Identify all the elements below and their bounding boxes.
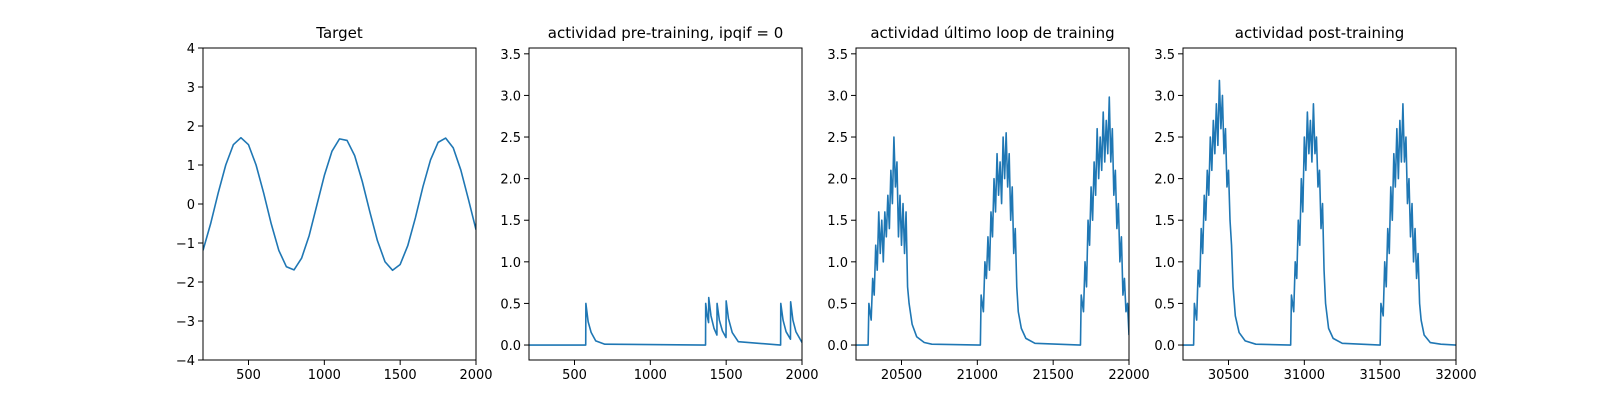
y-tick-label: 0.5 [1154,297,1175,312]
y-tick-label: 1.5 [1154,214,1175,229]
x-tick-label: 31000 [1284,368,1325,383]
x-tick-label: 2000 [459,368,492,383]
y-tick-label: −4 [176,354,195,369]
data-line [203,136,476,272]
y-tick-label: 4 [187,42,195,57]
y-tick-label: −1 [176,237,195,252]
y-tick-label: 0.0 [827,339,848,354]
chart-title: actividad último loop de training [870,24,1114,42]
data-line [1183,79,1456,346]
chart-title: Target [315,24,363,42]
y-tick-label: 0 [187,198,195,213]
y-tick-label: 3.0 [827,89,848,104]
x-tick-label: 21000 [957,368,998,383]
y-tick-label: 1.5 [500,214,521,229]
y-tick-label: 3.0 [500,89,521,104]
x-tick-label: 22000 [1108,368,1149,383]
y-tick-label: 0.5 [827,297,848,312]
y-tick-label: 2.5 [1154,131,1175,146]
y-tick-label: 3.0 [1154,89,1175,104]
y-tick-label: 3.5 [827,48,848,63]
x-tick-label: 1000 [308,368,341,383]
chart-title: actividad pre-training, ipqif = 0 [548,24,784,42]
x-tick-label: 1000 [634,368,667,383]
y-tick-label: 0.0 [500,339,521,354]
data-line [529,296,802,346]
y-tick-label: 0.0 [1154,339,1175,354]
axes-frame [202,47,477,361]
y-tick-label: −3 [176,315,195,330]
x-tick-label: 1500 [710,368,743,383]
y-tick-label: 1 [187,159,195,174]
x-tick-label: 20500 [881,368,922,383]
y-tick-label: 0.5 [500,297,521,312]
y-tick-label: 2.0 [500,173,521,188]
axes-frame [1182,47,1457,361]
y-tick-label: 2.0 [1154,173,1175,188]
y-tick-label: 2 [187,120,195,135]
axes-frame [528,47,803,361]
y-tick-label: 2.5 [500,131,521,146]
y-tick-label: 3.5 [500,48,521,63]
chart-title: actividad post-training [1235,24,1404,42]
y-tick-label: 1.0 [827,256,848,271]
x-tick-label: 2000 [785,368,818,383]
x-tick-label: 1500 [384,368,417,383]
y-tick-label: 3 [187,81,195,96]
x-tick-label: 21500 [1032,368,1073,383]
y-tick-label: 1.5 [827,214,848,229]
data-line [856,96,1129,346]
x-tick-label: 32000 [1435,368,1476,383]
x-tick-label: 30500 [1208,368,1249,383]
y-tick-label: 2.0 [827,173,848,188]
y-tick-label: 1.0 [500,256,521,271]
y-tick-label: 1.0 [1154,256,1175,271]
y-tick-label: −2 [176,276,195,291]
y-tick-label: 2.5 [827,131,848,146]
x-tick-label: 500 [562,368,587,383]
x-tick-label: 500 [236,368,261,383]
x-tick-label: 31500 [1359,368,1400,383]
axes-frame [855,47,1130,361]
y-tick-label: 3.5 [1154,48,1175,63]
